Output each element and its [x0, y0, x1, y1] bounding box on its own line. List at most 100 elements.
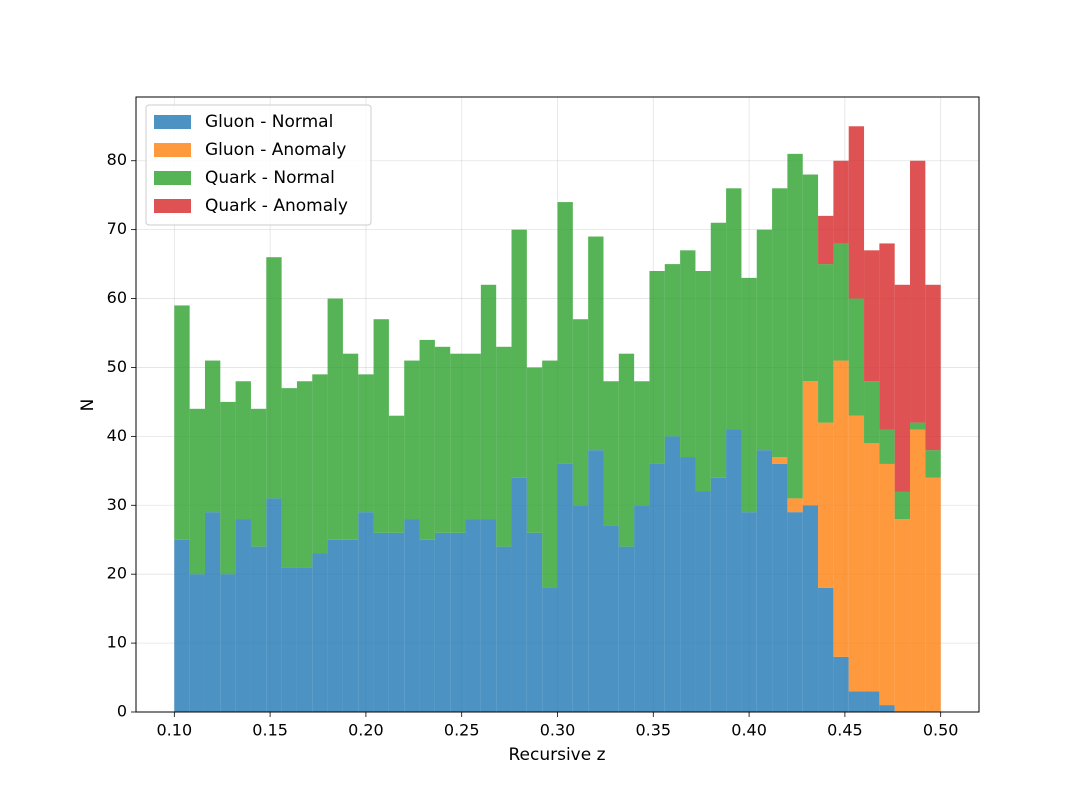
histogram-bar [818, 422, 834, 588]
histogram-bar [342, 539, 359, 712]
y-tick-label: 50 [107, 357, 127, 376]
histogram-bar [864, 250, 880, 382]
histogram-bar [465, 353, 481, 520]
x-tick-label: 0.10 [157, 721, 193, 740]
histogram-bar [772, 188, 788, 458]
histogram-bar [434, 532, 451, 712]
histogram-bar [894, 491, 911, 520]
histogram-bar [894, 284, 911, 492]
histogram-bar [756, 229, 773, 451]
legend-box [145, 104, 372, 226]
histogram-bar [848, 415, 865, 692]
histogram-bar [358, 374, 374, 513]
legend-swatch [154, 199, 191, 213]
histogram-bar [388, 532, 405, 712]
histogram-bar [511, 477, 527, 712]
histogram-bar [342, 353, 359, 540]
histogram-bar [818, 264, 834, 423]
legend-swatch [154, 115, 191, 129]
histogram-bar [680, 250, 696, 458]
y-tick-label: 0 [117, 702, 127, 721]
y-tick-label: 60 [107, 288, 127, 307]
legend-label: Gluon - Normal [205, 112, 333, 132]
histogram-bar [772, 463, 788, 712]
histogram-bar [695, 270, 711, 492]
histogram-bar [848, 298, 865, 416]
histogram-bar [204, 512, 221, 712]
histogram-bar [787, 498, 803, 513]
histogram-bar [572, 505, 589, 712]
histogram-bar [879, 429, 895, 464]
histogram-bar [542, 587, 558, 712]
histogram-bar [204, 360, 221, 513]
histogram-bar [756, 450, 773, 712]
histogram-bar [710, 477, 727, 712]
histogram-bar [572, 319, 589, 506]
y-axis-label: N [78, 399, 98, 412]
histogram-bar [465, 519, 481, 712]
histogram-bar [419, 539, 435, 712]
histogram-bar [910, 429, 926, 712]
histogram-bar [404, 519, 420, 712]
histogram-bar [220, 574, 236, 712]
histogram-bar [634, 505, 650, 712]
histogram-bar [649, 463, 665, 712]
x-tick-label: 0.15 [252, 721, 288, 740]
y-tick-label: 30 [107, 495, 127, 514]
histogram-bar [910, 422, 926, 430]
histogram-bar [710, 222, 727, 478]
histogram-bar [879, 705, 895, 712]
histogram-bar [266, 498, 282, 712]
histogram-bar [373, 319, 389, 533]
histogram-bar [864, 381, 880, 444]
histogram-bar [557, 463, 573, 712]
histogram-bar [296, 381, 313, 568]
histogram-bar [281, 567, 297, 712]
histogram-bar [542, 360, 558, 588]
histogram-bar [664, 436, 681, 712]
x-tick-label: 0.25 [444, 721, 480, 740]
histogram-bar [480, 519, 497, 712]
histogram-bar [787, 153, 803, 499]
histogram-bar [787, 512, 803, 712]
histogram-bar [925, 450, 941, 478]
histogram-bar [235, 381, 251, 520]
histogram-bar [925, 284, 941, 451]
histogram-bar [496, 346, 512, 547]
histogram-bar [879, 243, 895, 430]
x-tick-label: 0.35 [635, 721, 671, 740]
histogram-bar [802, 505, 819, 712]
histogram-bar [726, 188, 742, 430]
legend-swatch [154, 171, 191, 185]
legend-label: Gluon - Anomaly [205, 140, 346, 160]
histogram-bar [833, 243, 849, 361]
histogram-bar [450, 353, 466, 533]
histogram-bar [925, 477, 941, 712]
histogram-bar [802, 381, 819, 506]
histogram-bar [588, 236, 604, 451]
histogram-bar [250, 546, 267, 712]
histogram-bar [189, 408, 205, 575]
histogram-bar [618, 546, 635, 712]
legend-label: Quark - Normal [205, 168, 335, 188]
histogram-bar [220, 401, 236, 575]
histogram-bar [726, 429, 742, 712]
histogram-bar [802, 174, 819, 382]
histogram-bar [603, 525, 619, 712]
histogram-bar [312, 553, 328, 712]
histogram-bar [680, 457, 696, 712]
histogram-bar [296, 567, 313, 712]
histogram-bar [419, 339, 435, 540]
histogram-bar [450, 532, 466, 712]
histogram-bar [174, 539, 190, 712]
histogram-bar [833, 160, 849, 244]
histogram-bar [848, 691, 865, 712]
histogram-bar [741, 277, 757, 513]
histogram-bar [879, 463, 895, 706]
histogram-bar [910, 160, 926, 423]
y-tick-label: 10 [107, 633, 127, 652]
histogram-bar [434, 346, 451, 533]
histogram-bar [634, 381, 650, 506]
histogram-bar [250, 408, 267, 547]
legend-swatch [154, 143, 191, 157]
